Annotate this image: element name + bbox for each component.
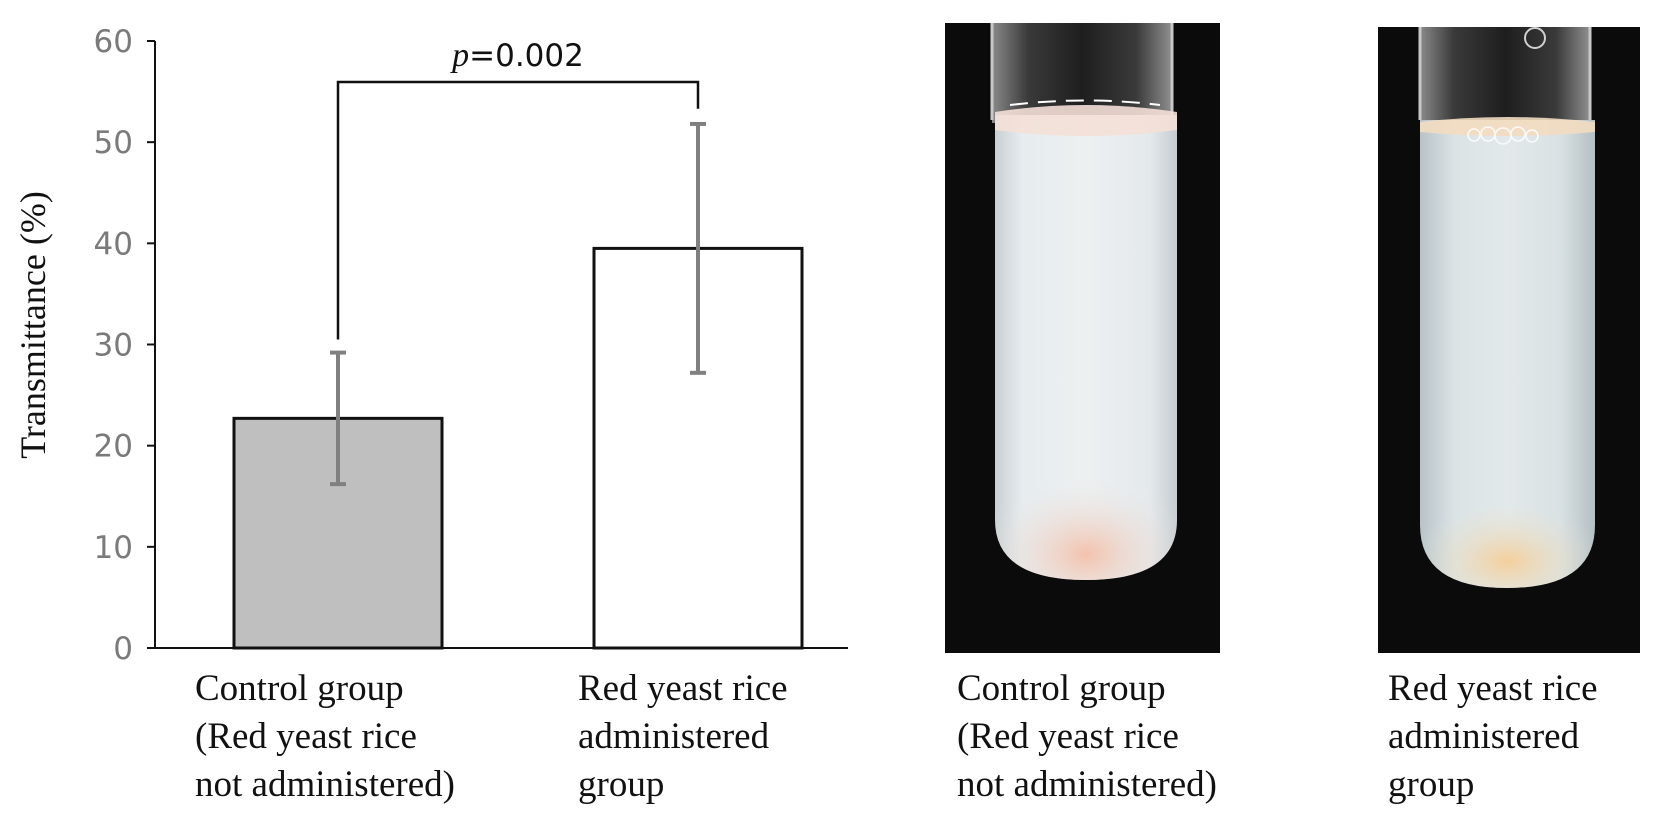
caption-line: Control group [957,668,1166,709]
caption-line: Red yeast rice [1388,668,1598,709]
error-bars [330,121,706,487]
y-axis-label: Transmittance (%) [13,191,53,459]
photo-red-yeast-tube [1378,27,1640,653]
x-category-label: administered [578,716,770,757]
photo-caption-control: Control group (Red yeast rice not admini… [957,668,1217,805]
bracket-line [336,80,700,340]
y-tick-label: 60 [94,24,133,60]
p-symbol: p [450,37,469,74]
x-category-label: not administered) [195,764,455,805]
p-value-label: p=0.002 [450,37,584,74]
caption-line: not administered) [957,764,1217,805]
caption-line: (Red yeast rice [957,716,1179,757]
x-category-label: group [578,764,664,805]
x-category-label: Control group [195,668,404,709]
y-tick-label: 10 [94,530,133,566]
y-tick-label: 40 [94,226,133,262]
caption-line: administered [1388,716,1580,757]
y-ticks: 0 10 20 30 40 50 60 [94,24,155,667]
y-tick-label: 20 [94,429,133,465]
tube-liquid [1420,120,1595,588]
photo-control-tube [945,23,1220,653]
y-tick-label: 50 [94,125,133,161]
y-tick-label: 0 [113,631,133,667]
p-value: =0.002 [469,38,584,74]
x-category-label: (Red yeast rice [195,716,417,757]
caption-line: group [1388,764,1474,805]
x-category-labels: Control group (Red yeast rice not administ… [195,668,788,805]
bars [232,246,804,650]
significance-bracket: p=0.002 [336,37,700,340]
y-tick-label: 30 [94,328,133,364]
tube-glass [1420,27,1590,127]
x-category-label: Red yeast rice [578,668,788,709]
photo-caption-red-yeast: Red yeast rice administered group [1388,668,1598,805]
